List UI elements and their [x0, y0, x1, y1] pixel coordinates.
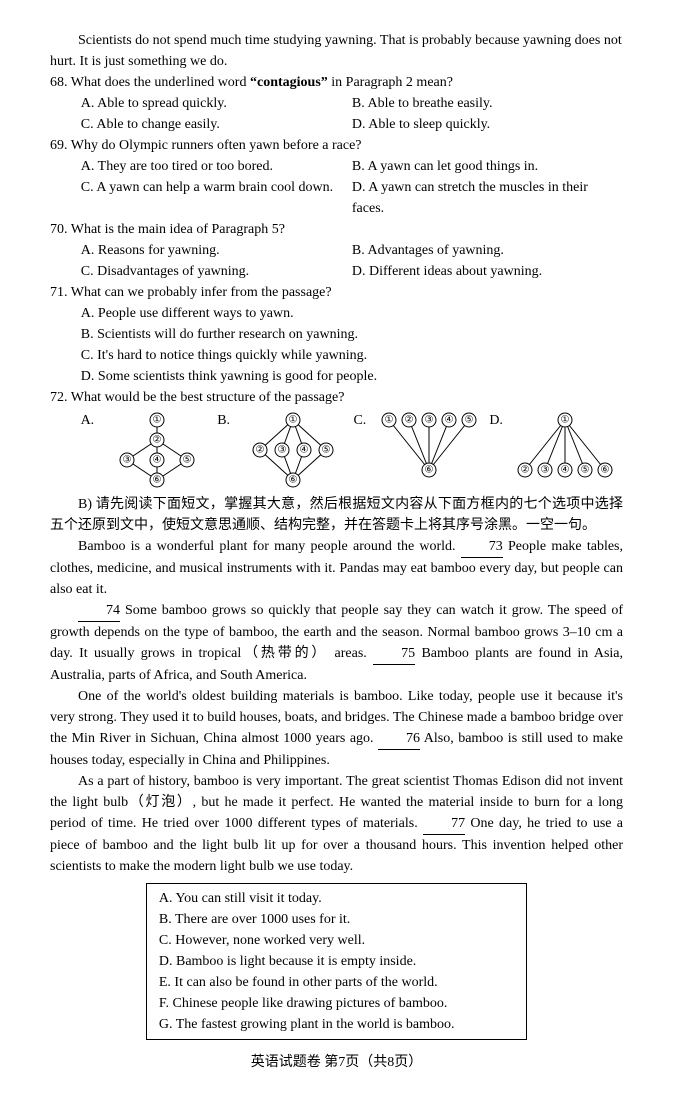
page-footer: 英语试题卷 第7页（共8页） — [50, 1052, 623, 1073]
intro-paragraph: Scientists do not spend much time studyi… — [50, 30, 623, 72]
diagram-d-label: D. — [489, 410, 503, 431]
q69-option-a: A. They are too tired or too bored. — [50, 156, 352, 177]
svg-text:⑥: ⑥ — [288, 475, 297, 486]
svg-text:④: ④ — [561, 465, 570, 476]
q71-option-b: B. Scientists will do further research o… — [50, 324, 623, 345]
svg-text:④: ④ — [299, 445, 308, 456]
passage-p2: 74 Some bamboo grows so quickly that peo… — [50, 600, 623, 686]
svg-text:⑤: ⑤ — [182, 455, 191, 466]
q70-option-b: B. Advantages of yawning. — [352, 240, 623, 261]
q68-stem-before: 68. What does the underlined word — [50, 75, 250, 90]
section-b-instructions: B) 请先阅读下面短文，掌握其大意，然后根据短文内容从下面方框内的七个选项中选择… — [50, 494, 623, 536]
blank-73: 73 — [461, 536, 503, 558]
diagram-c: ①②③④⑤ ⑥ — [374, 410, 484, 490]
svg-text:②: ② — [255, 445, 264, 456]
question-71-stem: 71. What can we probably infer from the … — [50, 282, 623, 303]
box-option-c: C. However, none worked very well. — [159, 930, 514, 951]
box-option-b: B. There are over 1000 uses for it. — [159, 909, 514, 930]
svg-text:④: ④ — [444, 415, 453, 426]
svg-text:①: ① — [152, 415, 161, 426]
svg-text:⑥: ⑥ — [601, 465, 610, 476]
q71-option-c: C. It's hard to notice things quickly wh… — [50, 345, 623, 366]
q70-option-d: D. Different ideas about yawning. — [352, 261, 623, 282]
box-option-f: F. Chinese people like drawing pictures … — [159, 993, 514, 1014]
q71-option-d: D. Some scientists think yawning is good… — [50, 366, 623, 387]
q70-option-c: C. Disadvantages of yawning. — [50, 261, 352, 282]
svg-text:⑤: ⑤ — [581, 465, 590, 476]
svg-text:①: ① — [384, 415, 393, 426]
question-68-stem: 68. What does the underlined word “conta… — [50, 72, 623, 93]
question-70-stem: 70. What is the main idea of Paragraph 5… — [50, 219, 623, 240]
svg-text:①: ① — [288, 415, 297, 426]
diagram-c-label: C. — [353, 410, 366, 431]
svg-text:⑥: ⑥ — [152, 475, 161, 486]
svg-text:③: ③ — [424, 415, 433, 426]
diagram-b-cell: B. ① ② ③ ④ ⑤ ⑥ — [214, 410, 350, 490]
q70-option-a: A. Reasons for yawning. — [50, 240, 352, 261]
options-box: A. You can still visit it today. B. Ther… — [146, 883, 527, 1040]
svg-text:⑤: ⑤ — [321, 445, 330, 456]
diagram-c-cell: C. ①②③④⑤ ⑥ — [351, 410, 487, 490]
q68-option-a: A. Able to spread quickly. — [50, 93, 352, 114]
q68-stem-after: in Paragraph 2 mean? — [328, 75, 453, 90]
box-option-d: D. Bamboo is light because it is empty i… — [159, 951, 514, 972]
box-option-a: A. You can still visit it today. — [159, 888, 514, 909]
blank-76: 76 — [378, 728, 420, 750]
q68-word: “contagious” — [250, 75, 328, 90]
q69-option-c: C. A yawn can help a warm brain cool dow… — [50, 177, 352, 219]
svg-text:③: ③ — [277, 445, 286, 456]
svg-text:②: ② — [521, 465, 530, 476]
svg-text:⑥: ⑥ — [424, 465, 433, 476]
q68-option-b: B. Able to breathe easily. — [352, 93, 623, 114]
svg-text:⑤: ⑤ — [464, 415, 473, 426]
question-72-stem: 72. What would be the best structure of … — [50, 387, 623, 408]
svg-text:③: ③ — [122, 455, 131, 466]
box-option-e: E. It can also be found in other parts o… — [159, 972, 514, 993]
q69-option-b: B. A yawn can let good things in. — [352, 156, 623, 177]
diagram-a-label: A. — [81, 410, 95, 431]
q68-option-c: C. Able to change easily. — [50, 114, 352, 135]
box-option-g: G. The fastest growing plant in the worl… — [159, 1014, 514, 1035]
blank-74: 74 — [78, 600, 120, 622]
question-69-stem: 69. Why do Olympic runners often yawn be… — [50, 135, 623, 156]
blank-75: 75 — [373, 643, 415, 665]
q69-option-d: D. A yawn can stretch the muscles in the… — [352, 177, 623, 219]
diagram-row: A. ①②③④⑤⑥ B. ①②③④⑤⑥ C. ①②③④⑤⑥ D. ①②③④⑤⑥ — [50, 408, 623, 494]
diagram-b: ① ② ③ ④ ⑤ ⑥ — [238, 410, 348, 490]
svg-text:②: ② — [152, 435, 161, 446]
svg-text:②: ② — [404, 415, 413, 426]
diagram-d-cell: D. ① ②③④⑤⑥ — [487, 410, 623, 490]
passage-p3: One of the world's oldest building mater… — [50, 686, 623, 771]
q71-option-a: A. People use different ways to yawn. — [50, 303, 623, 324]
diagram-a: ① ② ③ ④ ⑤ ⑥ — [102, 410, 212, 490]
p1-pre: Bamboo is a wonderful plant for many peo… — [78, 539, 461, 554]
svg-text:④: ④ — [152, 455, 161, 466]
passage-p1: Bamboo is a wonderful plant for many peo… — [50, 536, 623, 600]
passage-p4: As a part of history, bamboo is very imp… — [50, 771, 623, 877]
blank-77: 77 — [423, 813, 465, 835]
diagram-b-label: B. — [217, 410, 230, 431]
svg-text:①: ① — [561, 415, 570, 426]
diagram-d: ① ②③④⑤⑥ — [510, 410, 620, 490]
q68-option-d: D. Able to sleep quickly. — [352, 114, 623, 135]
svg-text:③: ③ — [541, 465, 550, 476]
diagram-a-cell: A. ① ② ③ ④ ⑤ ⑥ — [78, 410, 214, 490]
